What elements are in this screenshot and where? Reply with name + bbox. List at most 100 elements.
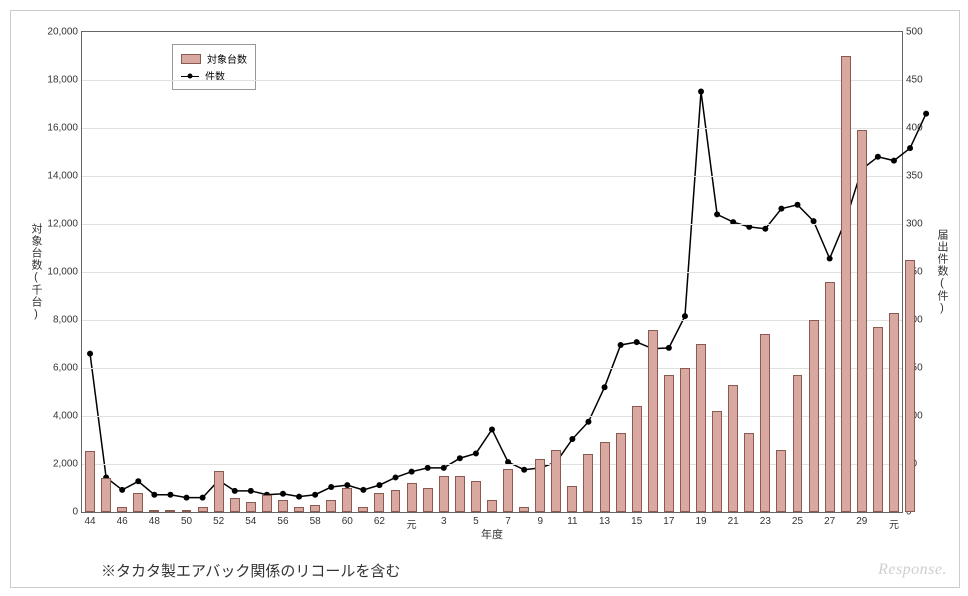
x-tick: 44 bbox=[84, 516, 95, 527]
grid-line bbox=[82, 176, 902, 177]
line-marker bbox=[393, 474, 399, 480]
line-marker bbox=[409, 469, 415, 475]
y-left-tick: 18,000 bbox=[47, 75, 78, 86]
chart-legend: 対象台数 件数 bbox=[172, 44, 256, 90]
grid-line bbox=[82, 320, 902, 321]
x-tick: 元 bbox=[407, 516, 417, 531]
grid-line bbox=[82, 272, 902, 273]
line-marker bbox=[923, 111, 929, 117]
line-marker bbox=[521, 467, 527, 473]
line-marker bbox=[907, 145, 913, 151]
x-tick: 15 bbox=[631, 516, 642, 527]
line-marker bbox=[602, 384, 608, 390]
bar bbox=[246, 502, 256, 512]
y-left-tick: 10,000 bbox=[47, 267, 78, 278]
watermark: Response. bbox=[878, 561, 947, 579]
line-marker bbox=[167, 492, 173, 498]
x-tick: 17 bbox=[663, 516, 674, 527]
bar bbox=[712, 411, 722, 512]
x-tick: 23 bbox=[760, 516, 771, 527]
y-left-tick: 2,000 bbox=[53, 459, 78, 470]
line-marker bbox=[425, 465, 431, 471]
y-left-tick: 14,000 bbox=[47, 171, 78, 182]
bar bbox=[632, 406, 642, 512]
bar bbox=[471, 481, 481, 512]
line-marker bbox=[280, 491, 286, 497]
line-marker bbox=[569, 436, 575, 442]
line-marker bbox=[312, 492, 318, 498]
line-marker bbox=[87, 351, 93, 357]
bar bbox=[198, 507, 208, 512]
line-marker bbox=[585, 419, 591, 425]
grid-line bbox=[82, 128, 902, 129]
line-marker bbox=[232, 488, 238, 494]
line-marker bbox=[184, 495, 190, 501]
bar bbox=[873, 327, 883, 512]
bar bbox=[391, 490, 401, 512]
y-left-tick: 8,000 bbox=[53, 315, 78, 326]
legend-row-bars: 対象台数 bbox=[181, 51, 247, 66]
line-marker bbox=[891, 158, 897, 164]
line-marker bbox=[634, 339, 640, 345]
y-right-tick: 500 bbox=[906, 27, 923, 38]
bar bbox=[889, 313, 899, 512]
bar bbox=[535, 459, 545, 512]
bar bbox=[664, 375, 674, 512]
x-tick: 48 bbox=[149, 516, 160, 527]
line-marker bbox=[473, 450, 479, 456]
line-marker bbox=[200, 495, 206, 501]
x-tick: 25 bbox=[792, 516, 803, 527]
x-tick: 9 bbox=[537, 516, 543, 527]
y-left-tick: 0 bbox=[72, 507, 78, 518]
legend-swatch-bar bbox=[181, 54, 201, 64]
x-tick: 60 bbox=[342, 516, 353, 527]
legend-swatch-line bbox=[181, 72, 199, 80]
line-marker bbox=[441, 465, 447, 471]
line-marker bbox=[778, 206, 784, 212]
y-right-tick: 400 bbox=[906, 123, 923, 134]
bar bbox=[503, 469, 513, 512]
grid-line bbox=[82, 416, 902, 417]
line-marker bbox=[328, 484, 334, 490]
bar bbox=[133, 493, 143, 512]
bar bbox=[439, 476, 449, 512]
line-marker bbox=[794, 202, 800, 208]
x-tick: 3 bbox=[441, 516, 447, 527]
bar bbox=[310, 505, 320, 512]
plot-area: 対象台数 件数 対象台数(千台) 届出件数(件) 年度 002,000504,0… bbox=[81, 31, 903, 513]
line-marker bbox=[489, 426, 495, 432]
line-marker bbox=[618, 342, 624, 348]
bar bbox=[262, 495, 272, 512]
bar bbox=[857, 130, 867, 512]
y-left-tick: 16,000 bbox=[47, 123, 78, 134]
y-left-tick: 20,000 bbox=[47, 27, 78, 38]
bar bbox=[85, 451, 95, 512]
bar bbox=[117, 507, 127, 512]
bar bbox=[278, 500, 288, 512]
bar bbox=[165, 510, 175, 512]
line-marker bbox=[827, 256, 833, 262]
x-tick: 62 bbox=[374, 516, 385, 527]
y-axis-right-label: 届出件数(件) bbox=[934, 229, 950, 315]
x-tick: 56 bbox=[277, 516, 288, 527]
bar bbox=[101, 478, 111, 512]
bar bbox=[648, 330, 658, 512]
y-right-tick: 450 bbox=[906, 75, 923, 86]
bar bbox=[600, 442, 610, 512]
bar bbox=[551, 450, 561, 512]
bar bbox=[149, 510, 159, 512]
x-tick: 19 bbox=[695, 516, 706, 527]
x-tick: 54 bbox=[245, 516, 256, 527]
line-marker bbox=[457, 455, 463, 461]
x-tick: 11 bbox=[567, 516, 577, 527]
bar bbox=[905, 260, 915, 512]
bar bbox=[744, 433, 754, 512]
bar bbox=[680, 368, 690, 512]
bar bbox=[519, 507, 529, 512]
bar bbox=[616, 433, 626, 512]
bar bbox=[326, 500, 336, 512]
y-left-tick: 12,000 bbox=[47, 219, 78, 230]
x-tick: 46 bbox=[117, 516, 128, 527]
bar bbox=[567, 486, 577, 512]
bar bbox=[407, 483, 417, 512]
